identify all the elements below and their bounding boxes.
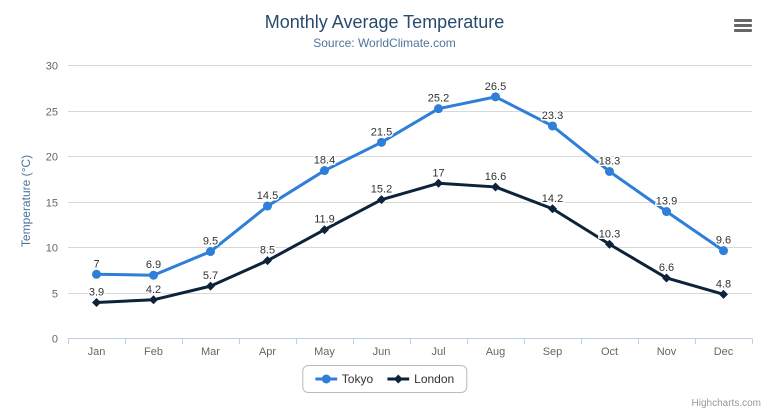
data-label: 9.6 bbox=[716, 235, 731, 247]
data-label: 23.3 bbox=[542, 110, 563, 122]
context-menu-button[interactable] bbox=[731, 14, 755, 36]
data-point-marker[interactable] bbox=[92, 298, 101, 308]
x-tick-label: Jan bbox=[88, 346, 106, 358]
x-tick-label: Dec bbox=[714, 346, 734, 358]
data-point-marker[interactable] bbox=[662, 207, 671, 217]
tokyo-series-marker-icon bbox=[314, 374, 337, 384]
series-london bbox=[92, 178, 728, 308]
series-tokyo bbox=[92, 92, 728, 280]
x-tick-label: Feb bbox=[144, 346, 163, 358]
x-tick-label: Apr bbox=[259, 346, 276, 358]
x-tick-label: Nov bbox=[657, 346, 677, 358]
highcharts-credit[interactable]: Highcharts.com bbox=[691, 398, 761, 409]
data-point-marker[interactable] bbox=[206, 247, 215, 257]
chart-title: Monthly Average Temperature bbox=[264, 12, 505, 32]
data-point-marker[interactable] bbox=[206, 281, 215, 291]
legend-label-london: London bbox=[414, 372, 455, 386]
data-point-marker[interactable] bbox=[662, 273, 671, 283]
data-point-marker[interactable] bbox=[548, 204, 557, 214]
data-label: 16.6 bbox=[485, 171, 506, 183]
x-tick-label: Mar bbox=[201, 346, 220, 358]
data-point-marker[interactable] bbox=[548, 121, 557, 131]
data-point-marker[interactable] bbox=[92, 269, 101, 279]
data-point-marker[interactable] bbox=[434, 178, 443, 188]
y-tick-label: 5 bbox=[52, 289, 58, 301]
y-tick-label: 0 bbox=[52, 334, 58, 346]
data-point-marker[interactable] bbox=[719, 289, 728, 299]
london-series-marker-icon bbox=[387, 374, 410, 384]
data-point-marker[interactable] bbox=[149, 270, 158, 280]
data-label: 13.9 bbox=[656, 196, 677, 208]
legend-item-tokyo[interactable]: Tokyo bbox=[314, 372, 374, 386]
data-label: 15.2 bbox=[371, 184, 392, 196]
x-tick-label: Sep bbox=[543, 346, 563, 358]
data-point-marker[interactable] bbox=[377, 195, 386, 205]
data-point-marker[interactable] bbox=[263, 256, 272, 266]
legend-label-tokyo: Tokyo bbox=[341, 372, 374, 386]
data-point-marker[interactable] bbox=[605, 166, 614, 176]
data-label: 11.9 bbox=[314, 214, 335, 226]
x-axis bbox=[68, 338, 753, 344]
data-point-marker[interactable] bbox=[263, 201, 272, 211]
y-tick-label: 15 bbox=[46, 198, 58, 210]
data-label: 17 bbox=[432, 167, 444, 179]
legend-item-london[interactable]: London bbox=[387, 372, 454, 386]
legend: Tokyo London bbox=[301, 365, 468, 393]
data-point-marker[interactable] bbox=[320, 166, 329, 176]
data-label: 4.2 bbox=[146, 284, 161, 296]
y-axis-title: Temperature (°C) bbox=[19, 154, 33, 248]
x-tick-label: Jun bbox=[373, 346, 391, 358]
hamburger-icon bbox=[734, 28, 752, 32]
data-label: 14.2 bbox=[542, 193, 563, 205]
data-label: 21.5 bbox=[371, 126, 392, 138]
gridlines bbox=[68, 65, 752, 339]
x-tick-label: Aug bbox=[486, 346, 506, 358]
y-tick-label: 25 bbox=[46, 107, 58, 119]
data-label: 10.3 bbox=[599, 228, 620, 240]
data-label: 26.5 bbox=[485, 81, 506, 93]
data-labels-london: 3.9 4.2 5.7 8.5 11.9 15.2 17 16.6 14.2 10.3 6.6 4.8 bbox=[87, 166, 732, 300]
data-label: 18.3 bbox=[599, 155, 620, 167]
hamburger-icon bbox=[734, 23, 752, 27]
data-labels-tokyo: 7 6.9 9.5 14.5 18.4 21.5 25.2 26.5 23.3 18.3 13.9 9… bbox=[92, 79, 733, 272]
x-tick-label: Oct bbox=[601, 346, 618, 358]
data-label: 3.9 bbox=[89, 287, 104, 299]
data-label: 18.4 bbox=[314, 155, 335, 167]
data-label: 25.2 bbox=[428, 93, 449, 105]
data-label: 7 bbox=[93, 258, 99, 270]
data-point-marker[interactable] bbox=[605, 239, 614, 249]
x-tick-label: May bbox=[314, 346, 335, 358]
x-axis-labels: Jan Feb Mar Apr May Jun Jul Aug Sep Oct Nov Dec bbox=[88, 346, 734, 358]
data-point-marker[interactable] bbox=[491, 92, 500, 102]
data-label: 5.7 bbox=[203, 270, 218, 282]
data-label: 6.9 bbox=[146, 259, 161, 271]
data-point-marker[interactable] bbox=[434, 104, 443, 114]
hamburger-icon bbox=[734, 18, 752, 22]
data-label: 8.5 bbox=[260, 245, 275, 257]
y-tick-label: 10 bbox=[46, 243, 58, 255]
y-axis-labels: 0 5 10 15 20 25 30 bbox=[46, 61, 58, 346]
chart-subtitle: Source: WorldClimate.com bbox=[313, 36, 456, 50]
data-label: 4.8 bbox=[716, 278, 731, 290]
data-point-marker[interactable] bbox=[719, 246, 728, 256]
data-label: 6.6 bbox=[659, 262, 674, 274]
y-tick-label: 20 bbox=[46, 152, 58, 164]
data-point-marker[interactable] bbox=[491, 182, 500, 192]
data-label: 14.5 bbox=[257, 190, 278, 202]
x-tick-label: Jul bbox=[431, 346, 445, 358]
data-point-marker[interactable] bbox=[377, 137, 386, 147]
data-point-marker[interactable] bbox=[320, 225, 329, 235]
data-label: 9.5 bbox=[203, 236, 218, 248]
y-tick-label: 30 bbox=[46, 61, 58, 73]
data-point-marker[interactable] bbox=[149, 295, 158, 305]
